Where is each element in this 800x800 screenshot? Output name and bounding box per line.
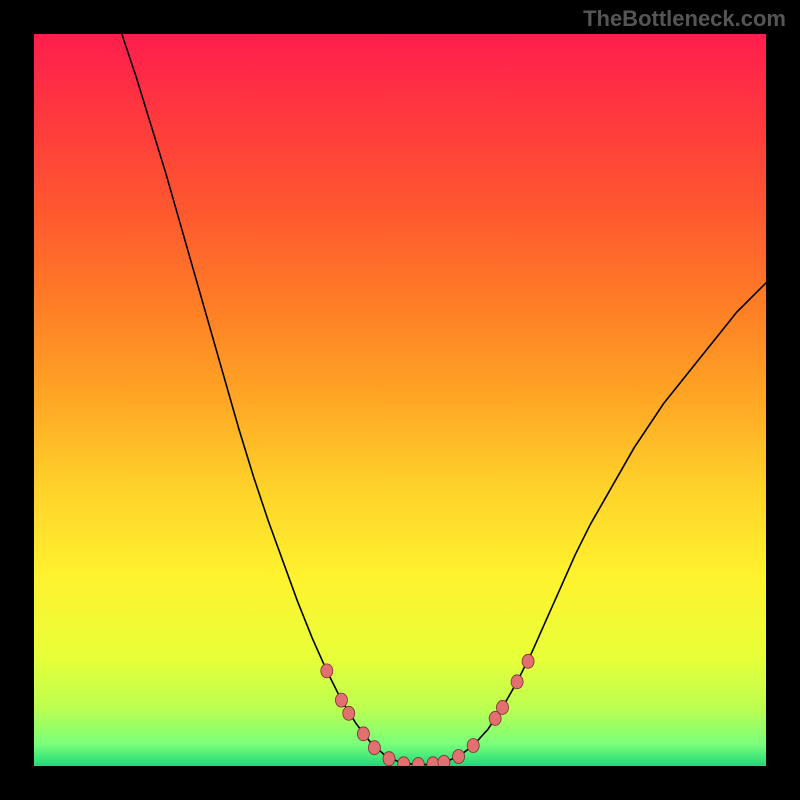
curve-marker (343, 706, 355, 720)
curve-marker (357, 727, 369, 741)
curve-marker (511, 675, 523, 689)
curve-marker (496, 700, 508, 714)
curve-marker (438, 755, 450, 766)
curve-marker (522, 654, 534, 668)
watermark-text: TheBottleneck.com (583, 6, 786, 32)
curve-marker (335, 693, 347, 707)
curve-marker (368, 741, 380, 755)
curve-marker (383, 752, 395, 766)
chart-background (34, 34, 766, 766)
chart-container (34, 34, 766, 766)
curve-marker (453, 749, 465, 763)
bottleneck-curve-chart (34, 34, 766, 766)
curve-marker (321, 664, 333, 678)
curve-marker (467, 739, 479, 753)
